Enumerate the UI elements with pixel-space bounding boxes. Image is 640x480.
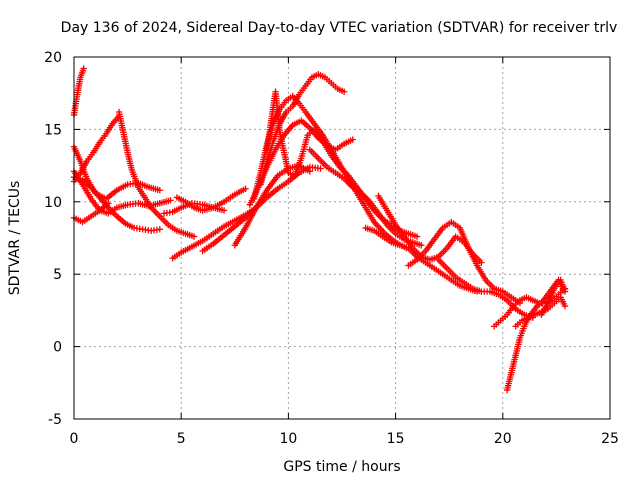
chart-grid xyxy=(74,57,610,419)
series-arc-5 xyxy=(70,173,163,234)
data-point xyxy=(80,65,87,72)
series-arc-4 xyxy=(70,168,174,217)
y-tick-label: 10 xyxy=(44,195,62,211)
data-point xyxy=(105,200,112,207)
series-arc-7 xyxy=(115,108,198,240)
y-tick-label: 5 xyxy=(53,267,62,283)
series-arc-12 xyxy=(231,162,314,249)
x-tick-label: 15 xyxy=(387,431,405,447)
chart-title: Day 136 of 2024, Sidereal Day-to-day VTE… xyxy=(61,20,618,36)
y-tick-label: -5 xyxy=(48,412,62,428)
y-tick-label: 0 xyxy=(53,340,62,356)
data-point xyxy=(340,88,348,95)
series-arc-15 xyxy=(257,71,348,188)
x-tick-label: 0 xyxy=(70,431,79,447)
x-tick-label: 5 xyxy=(177,431,186,447)
y-tick-label: 20 xyxy=(44,50,62,66)
data-point xyxy=(413,233,421,240)
x-tick-label: 10 xyxy=(279,431,297,447)
data-point xyxy=(561,288,569,295)
x-tick-label: 20 xyxy=(494,431,512,447)
data-point xyxy=(156,187,163,194)
series-layer xyxy=(70,65,569,394)
data-point xyxy=(167,197,174,204)
x-axis-label: GPS time / hours xyxy=(283,459,400,475)
series-arc-21 xyxy=(435,256,537,321)
data-point xyxy=(242,185,249,192)
data-point xyxy=(561,302,569,310)
series-arc-6 xyxy=(70,200,112,226)
data-point xyxy=(190,233,198,240)
axis-ticks: 0 5 10 15 20 25 -5 0 5 10 15 20 xyxy=(44,50,619,447)
data-point xyxy=(478,259,485,266)
data-point xyxy=(349,136,356,143)
x-tick-label: 25 xyxy=(601,431,619,447)
series-arc-9 xyxy=(173,185,249,214)
data-point xyxy=(220,207,228,214)
y-tick-label: 15 xyxy=(44,122,62,138)
series-arc-2 xyxy=(70,113,123,185)
data-point xyxy=(156,226,163,233)
y-axis-label: SDTVAR / TECUs xyxy=(7,181,23,296)
plot-frame xyxy=(73,56,611,420)
series-arc-1 xyxy=(70,65,87,119)
series-arc-25 xyxy=(538,276,569,318)
data-point xyxy=(306,168,314,175)
data-point xyxy=(418,242,425,249)
data-point xyxy=(317,165,324,172)
